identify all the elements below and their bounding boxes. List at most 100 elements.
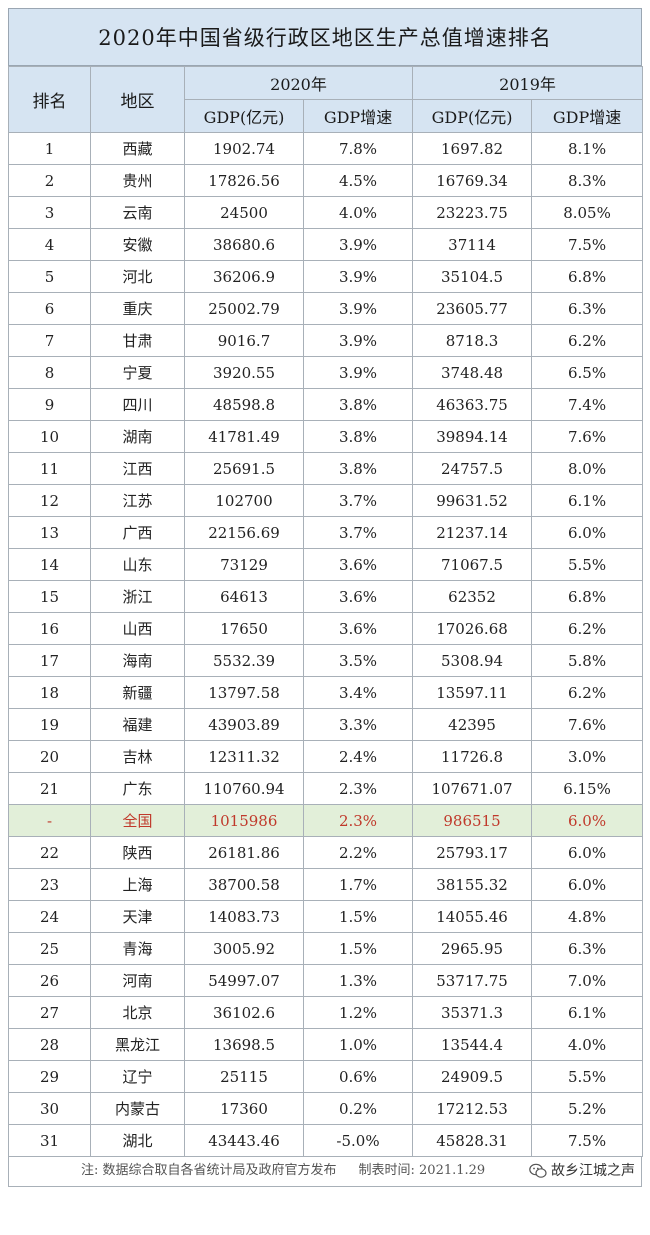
cell-rank: 16 <box>8 612 91 645</box>
cell-gdp-2019: 23605.77 <box>412 292 533 325</box>
cell-growth-2019: 6.0% <box>531 836 644 869</box>
cell-gdp-2019: 35104.5 <box>412 260 533 293</box>
cell-region: 江苏 <box>90 484 185 517</box>
cell-gdp-2019: 13544.4 <box>412 1028 533 1061</box>
table-row: 29 辽宁 25115 0.6% 24909.5 5.5% <box>8 1060 644 1093</box>
footer-made-time: 制表时间: 2021.1.29 <box>358 1163 486 1178</box>
cell-gdp-2020: 13797.58 <box>184 676 304 709</box>
cell-growth-2019: 6.2% <box>531 324 644 357</box>
cell-rank: 4 <box>8 228 91 261</box>
cell-gdp-2020: 1902.74 <box>184 132 304 165</box>
cell-growth-2020: 3.6% <box>302 548 414 581</box>
table-row: 14 山东 73129 3.6% 71067.5 5.5% <box>8 548 644 581</box>
cell-rank: 24 <box>8 900 91 933</box>
cell-gdp-2020: 17360 <box>184 1092 304 1125</box>
cell-gdp-2020: 17650 <box>184 612 304 645</box>
table-row: 18 新疆 13797.58 3.4% 13597.11 6.2% <box>8 676 644 709</box>
cell-region: 贵州 <box>90 164 185 197</box>
cell-growth-2019: 8.0% <box>531 452 644 485</box>
header-region: 地区 <box>90 66 185 133</box>
cell-growth-2019: 6.8% <box>531 580 644 613</box>
cell-region: 上海 <box>90 868 185 901</box>
cell-growth-2020: 0.6% <box>302 1060 414 1093</box>
cell-gdp-2020: 38700.58 <box>184 868 304 901</box>
table-row: 13 广西 22156.69 3.7% 21237.14 6.0% <box>8 516 644 549</box>
cell-gdp-2020: 26181.86 <box>184 836 304 869</box>
cell-growth-2019: 5.2% <box>531 1092 644 1125</box>
cell-gdp-2019: 38155.32 <box>412 868 533 901</box>
header-rank: 排名 <box>8 66 91 133</box>
cell-growth-2020: 3.5% <box>302 644 414 677</box>
table-row: 31 湖北 43443.46 -5.0% 45828.31 7.5% <box>8 1124 644 1157</box>
table-row: 22 陕西 26181.86 2.2% 25793.17 6.0% <box>8 836 644 869</box>
cell-gdp-2020: 25115 <box>184 1060 304 1093</box>
cell-growth-2019: 8.1% <box>531 132 644 165</box>
table-row: 6 重庆 25002.79 3.9% 23605.77 6.3% <box>8 292 644 325</box>
cell-growth-2019: 7.6% <box>531 420 644 453</box>
cell-gdp-2020: 5532.39 <box>184 644 304 677</box>
cell-rank: 20 <box>8 740 91 773</box>
cell-region: 内蒙古 <box>90 1092 185 1125</box>
cell-growth-2019: 8.05% <box>531 196 644 229</box>
cell-region: 云南 <box>90 196 185 229</box>
cell-rank: 30 <box>8 1092 91 1125</box>
header-year-2019: 2019年 <box>412 66 644 100</box>
cell-growth-2019: 6.0% <box>531 804 644 837</box>
cell-growth-2020: 3.7% <box>302 484 414 517</box>
cell-growth-2019: 6.2% <box>531 612 644 645</box>
cell-region: 吉林 <box>90 740 185 773</box>
cell-rank: 5 <box>8 260 91 293</box>
cell-rank: 3 <box>8 196 91 229</box>
cell-growth-2019: 6.0% <box>531 516 644 549</box>
cell-region: 黑龙江 <box>90 1028 185 1061</box>
cell-gdp-2020: 13698.5 <box>184 1028 304 1061</box>
cell-rank: 31 <box>8 1124 91 1157</box>
cell-gdp-2019: 3748.48 <box>412 356 533 389</box>
cell-gdp-2020: 48598.8 <box>184 388 304 421</box>
cell-gdp-2020: 102700 <box>184 484 304 517</box>
cell-region: 西藏 <box>90 132 185 165</box>
cell-rank: 1 <box>8 132 91 165</box>
cell-gdp-2019: 21237.14 <box>412 516 533 549</box>
cell-gdp-2020: 25691.5 <box>184 452 304 485</box>
cell-growth-2019: 3.0% <box>531 740 644 773</box>
cell-region: 天津 <box>90 900 185 933</box>
cell-region: 浙江 <box>90 580 185 613</box>
cell-gdp-2019: 39894.14 <box>412 420 533 453</box>
cell-rank: 6 <box>8 292 91 325</box>
cell-region: 广东 <box>90 772 185 805</box>
table-row: 17 海南 5532.39 3.5% 5308.94 5.8% <box>8 644 644 677</box>
cell-region: 甘肃 <box>90 324 185 357</box>
cell-growth-2020: -5.0% <box>302 1124 414 1157</box>
cell-gdp-2020: 36206.9 <box>184 260 304 293</box>
cell-rank: 7 <box>8 324 91 357</box>
cell-growth-2020: 2.2% <box>302 836 414 869</box>
table-row: 30 内蒙古 17360 0.2% 17212.53 5.2% <box>8 1092 644 1125</box>
cell-growth-2020: 3.7% <box>302 516 414 549</box>
page-title: 2020年中国省级行政区地区生产总值增速排名 <box>8 8 642 66</box>
cell-gdp-2019: 25793.17 <box>412 836 533 869</box>
cell-gdp-2019: 107671.07 <box>412 772 533 805</box>
cell-gdp-2020: 38680.6 <box>184 228 304 261</box>
brand-name: 故乡江城之声 <box>551 1163 635 1179</box>
cell-gdp-2019: 37114 <box>412 228 533 261</box>
cell-rank: 15 <box>8 580 91 613</box>
cell-growth-2019: 6.3% <box>531 932 644 965</box>
brand-watermark: 故乡江城之声 <box>529 1157 635 1185</box>
cell-gdp-2019: 17026.68 <box>412 612 533 645</box>
cell-growth-2019: 6.2% <box>531 676 644 709</box>
cell-region: 北京 <box>90 996 185 1029</box>
cell-growth-2020: 3.9% <box>302 260 414 293</box>
cell-gdp-2019: 99631.52 <box>412 484 533 517</box>
cell-region: 山东 <box>90 548 185 581</box>
gdp-table: 排名 地区 2020年 2019年 GDP(亿元) GDP增速 GDP(亿元) … <box>8 66 644 1157</box>
cell-gdp-2019: 24757.5 <box>412 452 533 485</box>
cell-rank: 26 <box>8 964 91 997</box>
cell-growth-2020: 7.8% <box>302 132 414 165</box>
cell-growth-2019: 6.15% <box>531 772 644 805</box>
table-row: 16 山西 17650 3.6% 17026.68 6.2% <box>8 612 644 645</box>
cell-gdp-2019: 16769.34 <box>412 164 533 197</box>
table-row: 12 江苏 102700 3.7% 99631.52 6.1% <box>8 484 644 517</box>
cell-gdp-2019: 53717.75 <box>412 964 533 997</box>
cell-region: 全国 <box>90 804 185 837</box>
